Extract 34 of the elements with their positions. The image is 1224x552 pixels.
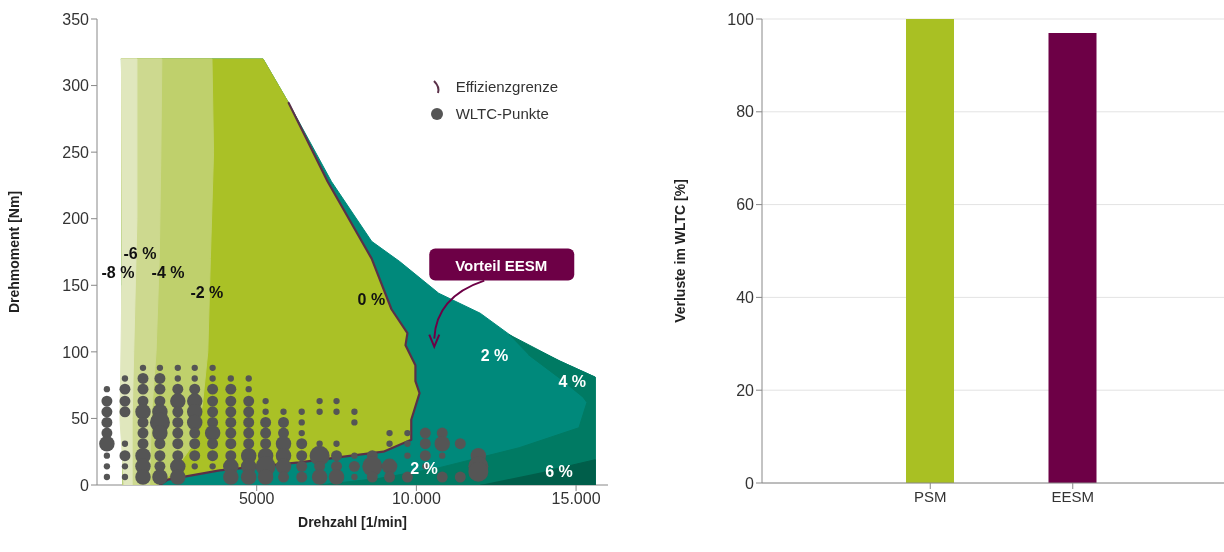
annotation: Vorteil EESM — [455, 256, 548, 274]
y-axis-title: Verluste im WLTC [%] — [671, 179, 688, 323]
y-tick-label: 200 — [62, 210, 90, 228]
y-tick-label: 80 — [736, 103, 755, 121]
y-tick-label: 100 — [727, 10, 755, 28]
annotation: -4 % — [151, 264, 185, 282]
y-tick-label: 40 — [736, 289, 755, 307]
x-axis-title: Drehzahl [1/min] — [297, 514, 408, 530]
legend-label: WLTC-Punkte — [455, 105, 549, 122]
y-tick-label: 150 — [62, 276, 90, 294]
x-tick-label: 5000 — [238, 490, 275, 508]
annotation: -2 % — [190, 284, 224, 302]
annotation: 6 % — [545, 463, 573, 481]
y-axis-title: Drehmoment [Nm] — [5, 190, 22, 314]
y-tick-label: 0 — [80, 476, 90, 494]
x-tick-label: 15.000 — [551, 490, 601, 508]
x-tick-label: 10.000 — [391, 490, 441, 508]
y-tick-label: 20 — [736, 381, 755, 399]
y-tick-label: 0 — [745, 474, 755, 492]
x-tick-label: PSM — [913, 487, 947, 505]
y-tick-label: 300 — [62, 77, 90, 95]
legend-label: Effizienzgrenze — [455, 78, 558, 95]
x-tick-label: EESM — [1051, 487, 1095, 505]
y-tick-label: 250 — [62, 143, 90, 161]
annotation: 2 % — [410, 459, 438, 477]
y-tick-label: 60 — [736, 196, 755, 214]
annotation: -6 % — [123, 245, 157, 263]
annotation: 4 % — [558, 373, 587, 391]
annotation: 0 % — [357, 290, 386, 308]
y-tick-label: 350 — [62, 10, 90, 28]
annotation: 2 % — [480, 346, 509, 364]
y-tick-label: 100 — [62, 343, 90, 361]
annotation: -8 % — [101, 264, 135, 282]
y-tick-label: 50 — [71, 410, 90, 428]
